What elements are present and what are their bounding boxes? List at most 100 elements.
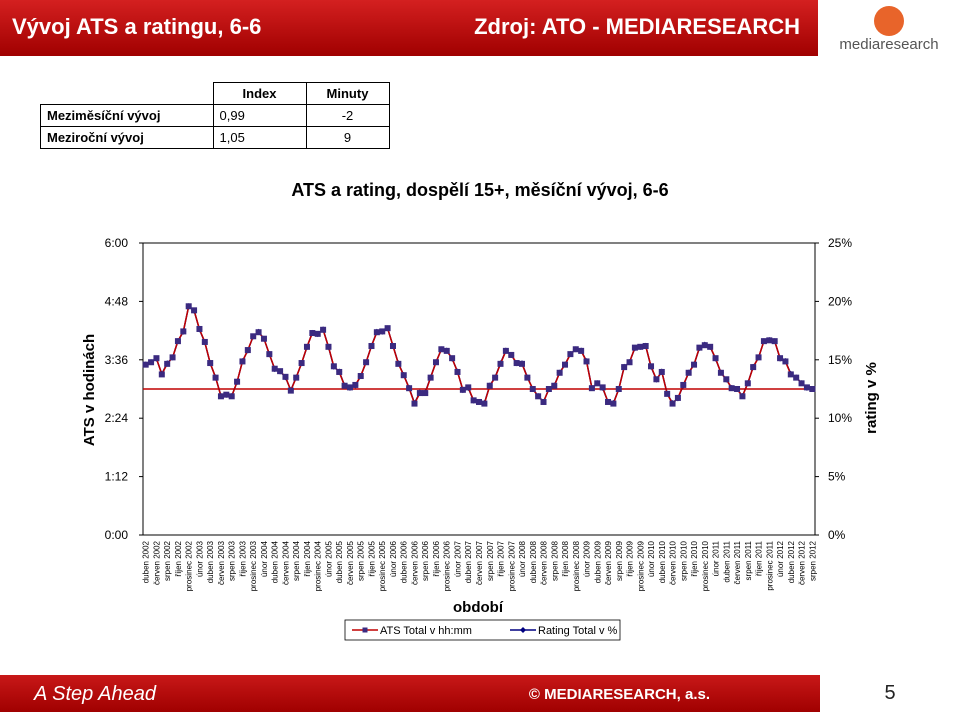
marker [432, 359, 439, 366]
x-tick-label: říjen 2002 [174, 540, 183, 576]
marker [454, 368, 461, 375]
x-tick-label: únor 2009 [583, 540, 592, 577]
marker [610, 400, 617, 407]
marker [502, 347, 509, 354]
legend-marker [362, 627, 368, 633]
marker [497, 360, 504, 367]
logo-icon [874, 6, 904, 36]
x-tick-label: duben 2002 [142, 540, 151, 583]
marker [653, 376, 660, 383]
marker [798, 380, 805, 387]
marker [486, 382, 493, 389]
x-tick-label: říjen 2005 [367, 540, 376, 576]
marker [148, 359, 155, 366]
x-tick-label: duben 2010 [658, 540, 667, 583]
marker [346, 384, 353, 391]
x-tick-label: říjen 2008 [561, 540, 570, 576]
marker [470, 397, 477, 404]
marker [449, 355, 456, 362]
y2-axis-label: rating v % [863, 362, 880, 434]
x-tick-label: prosinec 2009 [636, 540, 645, 591]
marker [379, 328, 386, 335]
marker [169, 354, 176, 361]
marker [373, 329, 380, 336]
marker [717, 369, 724, 376]
marker [637, 343, 644, 350]
marker [524, 374, 531, 381]
marker [513, 360, 520, 367]
marker [250, 333, 257, 340]
marker [271, 365, 278, 372]
x-tick-label: srpen 2004 [292, 540, 301, 581]
marker [325, 343, 332, 350]
marker [572, 346, 579, 353]
column-header: Minuty [305, 82, 390, 105]
title: Vývoj ATS a ratingu, 6-6 [12, 14, 262, 39]
marker [594, 380, 601, 387]
marker [771, 338, 778, 345]
marker [303, 343, 310, 350]
x-tick-label: prosinec 2011 [765, 540, 774, 590]
x-tick-label: prosinec 2005 [378, 540, 387, 591]
x-tick-label: červen 2009 [604, 540, 613, 585]
marker [782, 358, 789, 365]
x-tick-label: duben 2006 [400, 540, 409, 583]
y-tick-label: 4:48 [105, 294, 129, 308]
header: Vývoj ATS a ratingu, 6-6 Zdroj: ATO - ME… [0, 0, 818, 56]
marker [674, 394, 681, 401]
marker [443, 347, 450, 354]
marker [244, 347, 251, 354]
y2-tick-label: 15% [828, 353, 852, 367]
x-tick-label: prosinec 2008 [572, 540, 581, 591]
x-tick-label: duben 2004 [271, 540, 280, 583]
marker [406, 385, 413, 392]
marker [314, 330, 321, 337]
legend-marker [520, 627, 526, 633]
marker [744, 380, 751, 387]
y-axis-label: ATS v hodinách [81, 334, 98, 446]
row-label: Meziroční vývoj [40, 126, 214, 149]
x-tick-label: červen 2004 [281, 540, 290, 585]
marker [803, 384, 810, 391]
marker [631, 344, 638, 351]
marker [336, 368, 343, 375]
marker [777, 355, 784, 362]
marker [583, 358, 590, 365]
marker [217, 393, 224, 400]
x-tick-label: duben 2012 [787, 540, 796, 583]
marker [728, 385, 735, 392]
marker [185, 303, 192, 310]
marker [626, 359, 633, 366]
marker [529, 386, 536, 392]
x-tick-label: duben 2008 [529, 540, 538, 583]
marker [266, 351, 273, 358]
marker [298, 360, 305, 367]
marker [545, 386, 552, 392]
x-tick-label: červen 2007 [475, 540, 484, 585]
marker [621, 364, 628, 371]
x-tick-label: prosinec 2003 [249, 540, 258, 591]
marker [422, 390, 429, 397]
x-tick-label: únor 2012 [776, 540, 785, 577]
x-tick-label: únor 2011 [712, 540, 721, 576]
marker [685, 369, 692, 376]
marker [158, 371, 165, 378]
marker [416, 390, 423, 397]
marker [438, 346, 445, 353]
row-label: Meziměsíční vývoj [40, 104, 214, 127]
marker [809, 386, 816, 392]
marker [201, 338, 208, 345]
y-tick-label: 1:12 [105, 470, 129, 484]
marker [293, 374, 300, 381]
marker [459, 386, 466, 393]
marker [669, 400, 676, 407]
marker [648, 363, 655, 370]
marker [234, 378, 241, 385]
marker [287, 387, 294, 394]
x-tick-label: říjen 2011 [755, 540, 764, 576]
marker [766, 337, 773, 344]
marker [691, 361, 698, 368]
marker [578, 347, 585, 354]
marker [228, 393, 235, 400]
